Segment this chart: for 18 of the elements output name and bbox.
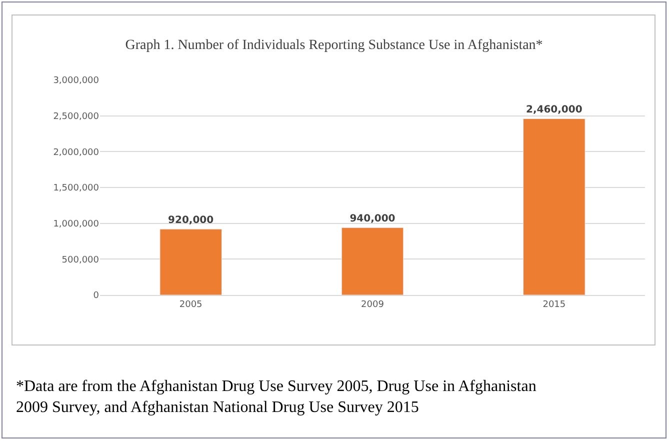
data-label: 2,460,000: [526, 104, 582, 116]
x-tick-label: 2005: [179, 300, 202, 310]
y-tick-label: 0: [93, 291, 100, 302]
y-tick-label: 500,000: [62, 255, 100, 266]
y-tick-label: 1,000,000: [53, 219, 100, 230]
data-label: 920,000: [168, 215, 214, 226]
bar: [341, 227, 404, 295]
y-tick-label: 2,000,000: [53, 148, 100, 158]
y-tick-label: 1,500,000: [53, 184, 100, 194]
data-label: 940,000: [350, 214, 396, 225]
bar: [523, 118, 586, 295]
y-tick-label: 2,500,000: [53, 112, 100, 122]
x-tick-label: 2009: [361, 300, 384, 310]
text: *Data are from the Afghanistan Drug Use Survey 2005, Drug Use in Afghanistan 2009 Survey, and Afghanistan National Drug Use Survey 2015: [16, 378, 536, 416]
y-tick-label: 3,000,000: [53, 76, 100, 86]
x-tick-label: 2015: [542, 300, 566, 310]
chart-title: Graph 1. Number of Individuals Reporting Substance Use in Afghanistan*: [125, 38, 543, 53]
bar: [160, 228, 222, 295]
